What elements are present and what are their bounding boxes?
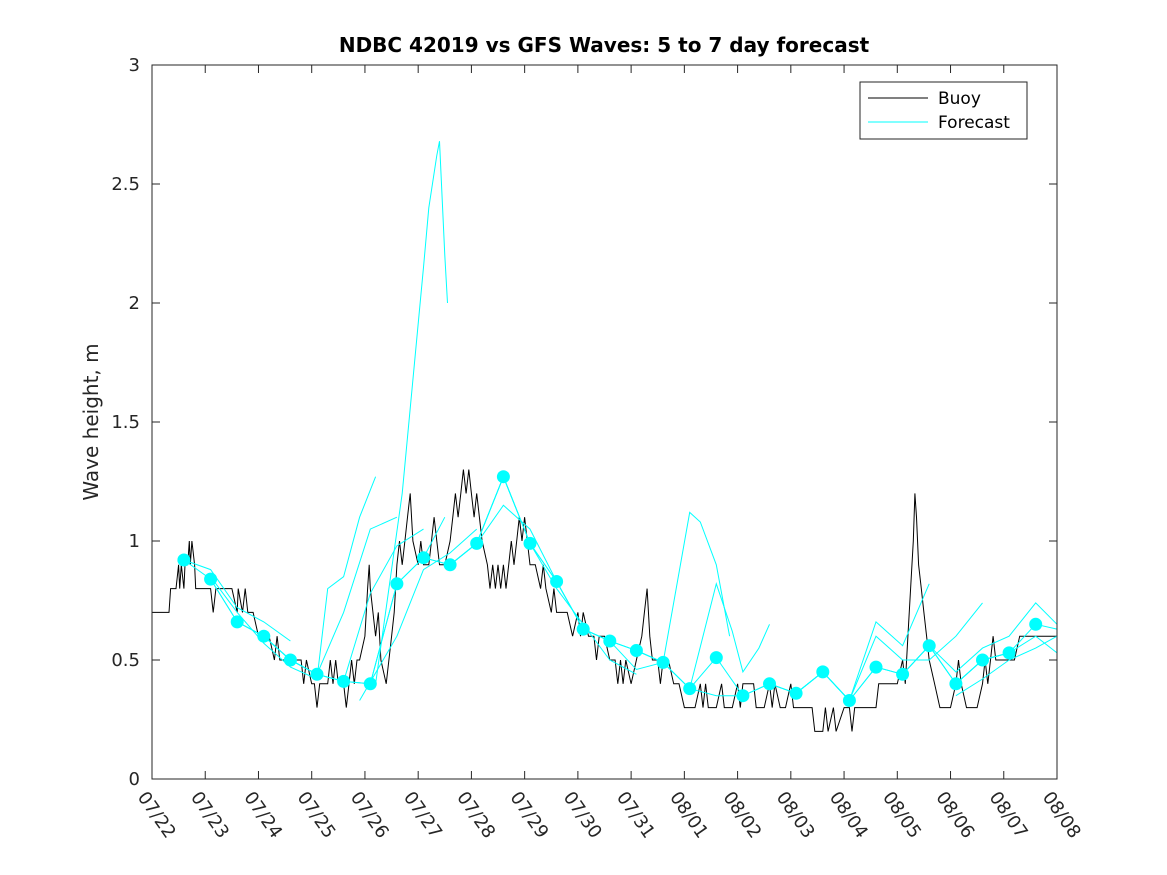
x-tick-label: 07/29 [506, 788, 553, 843]
forecast-marker [656, 655, 670, 669]
forecast-marker [230, 615, 244, 629]
forecast-marker [709, 651, 723, 665]
forecast-line [210, 576, 318, 680]
forecast-line [955, 635, 1058, 697]
forecast-marker [922, 639, 936, 653]
forecast-marker [496, 470, 510, 484]
forecast-line [449, 504, 558, 582]
forecast-line [982, 635, 1058, 661]
forecast-marker [257, 629, 271, 643]
x-tick-label: 07/27 [399, 788, 446, 843]
x-tick-label: 07/31 [612, 788, 659, 843]
forecast-marker [363, 677, 377, 691]
x-tick-label: 07/23 [186, 788, 233, 843]
forecast-marker [443, 558, 457, 572]
forecast-marker [869, 660, 883, 674]
forecast-marker [523, 536, 537, 550]
y-tick-label: 0.5 [111, 650, 140, 671]
legend-label-forecast: Forecast [938, 113, 1010, 133]
x-tick-label: 07/28 [452, 788, 499, 843]
y-tick-label: 2 [129, 293, 140, 314]
x-tick-label: 08/08 [1038, 788, 1085, 843]
forecast-marker [310, 667, 324, 681]
forecast-marker [204, 572, 218, 586]
x-tick-label: 08/01 [665, 788, 712, 843]
forecast-marker [550, 575, 564, 588]
forecast-markers [177, 470, 1043, 707]
forecast-marker [603, 634, 617, 648]
x-tick-label: 08/04 [825, 788, 872, 843]
x-tick-label: 08/06 [931, 788, 978, 843]
forecast-line [316, 516, 398, 675]
forecast-line [375, 141, 448, 684]
forecast-line [928, 602, 1058, 673]
legend-label-buoy: Buoy [938, 89, 981, 109]
forecast-marker [470, 536, 484, 550]
forecast-marker [842, 694, 856, 707]
plot-background [152, 65, 1057, 779]
forecast-line [343, 528, 424, 682]
forecast-marker [789, 686, 803, 700]
forecast-marker [1002, 646, 1016, 660]
forecast-marker [976, 653, 989, 667]
forecast-line [359, 528, 478, 701]
legend: Buoy Forecast [859, 81, 1028, 140]
forecast-marker [736, 689, 750, 703]
forecast-line [689, 582, 770, 689]
forecast-marker [283, 653, 297, 667]
forecast-marker [816, 665, 830, 679]
forecast-marker [417, 551, 430, 565]
x-tick-label: 08/03 [772, 788, 819, 843]
y-tick-label: 3 [129, 55, 140, 76]
forecast-marker [1029, 617, 1043, 631]
x-tick-label: 08/05 [878, 788, 925, 843]
y-axis-label: Wave height, m [79, 343, 103, 500]
y-axis-ticks: 0 0.5 1 1.5 2 2.5 3 [111, 55, 1057, 790]
forecast-marker [629, 644, 643, 657]
x-tick-label: 07/24 [239, 788, 286, 843]
forecast-marker [896, 667, 910, 681]
forecast-line [183, 559, 291, 642]
x-tick-label: 07/22 [133, 788, 180, 843]
y-tick-label: 1 [129, 531, 140, 552]
forecast-marker [390, 577, 404, 591]
forecast-line [662, 511, 731, 663]
x-tick-label: 07/30 [559, 788, 606, 843]
forecast-marker [337, 674, 351, 688]
y-tick-label: 1.5 [111, 412, 140, 433]
x-tick-label: 07/25 [293, 788, 340, 843]
forecast-line [316, 476, 377, 680]
x-tick-label: 07/26 [346, 788, 393, 843]
forecast-marker [177, 553, 191, 567]
forecast-marker [576, 622, 590, 636]
forecast-marker [683, 682, 697, 696]
chart-title: NDBC 42019 vs GFS Waves: 5 to 7 day fore… [339, 33, 870, 57]
x-tick-label: 08/07 [985, 788, 1032, 843]
x-tick-label: 08/02 [718, 788, 765, 843]
forecast-marker [949, 677, 963, 691]
legend-box [859, 81, 1028, 140]
y-tick-label: 0 [129, 769, 140, 790]
y-tick-label: 2.5 [111, 174, 140, 195]
forecast-marker [763, 677, 776, 691]
